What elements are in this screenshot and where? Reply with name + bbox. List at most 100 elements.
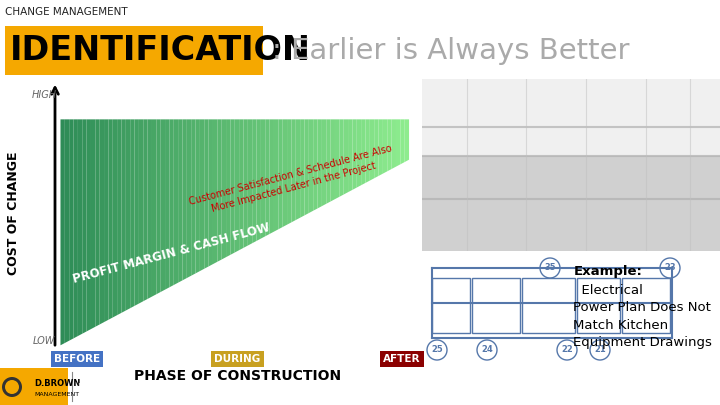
Polygon shape (65, 119, 69, 343)
Polygon shape (222, 119, 226, 260)
Polygon shape (339, 119, 343, 197)
Polygon shape (122, 119, 126, 313)
Polygon shape (213, 119, 217, 264)
Text: HIGH: HIGH (32, 90, 57, 100)
Polygon shape (309, 119, 313, 213)
Polygon shape (379, 119, 383, 176)
Polygon shape (322, 119, 326, 206)
Polygon shape (239, 119, 243, 250)
Polygon shape (148, 119, 152, 299)
Polygon shape (226, 119, 230, 257)
Polygon shape (370, 119, 374, 181)
Polygon shape (174, 119, 178, 285)
Polygon shape (152, 119, 156, 296)
Text: IDENTIFICATION: IDENTIFICATION (10, 34, 311, 68)
Polygon shape (95, 119, 99, 327)
Polygon shape (230, 119, 235, 255)
Polygon shape (60, 119, 65, 345)
Polygon shape (78, 119, 82, 336)
Text: Electrical
Power Plan Does Not
Match Kitchen
Equipment Drawings: Electrical Power Plan Does Not Match Kit… (573, 284, 712, 349)
Circle shape (5, 380, 19, 394)
Text: MANAGEMENT: MANAGEMENT (34, 392, 79, 396)
Polygon shape (396, 119, 400, 167)
FancyBboxPatch shape (5, 26, 263, 75)
Text: PHASE OF CONSTRUCTION: PHASE OF CONSTRUCTION (134, 369, 341, 383)
Polygon shape (113, 119, 117, 318)
Text: 21: 21 (594, 345, 606, 354)
Polygon shape (248, 119, 252, 245)
Polygon shape (292, 119, 296, 222)
Polygon shape (91, 119, 95, 329)
Bar (422, 156, 720, 251)
Polygon shape (374, 119, 379, 178)
Polygon shape (361, 119, 366, 185)
Polygon shape (330, 119, 335, 201)
Text: 22: 22 (561, 345, 573, 354)
Text: 25: 25 (431, 345, 443, 354)
Polygon shape (126, 119, 130, 311)
Text: 24: 24 (481, 345, 493, 354)
Polygon shape (366, 119, 370, 183)
Polygon shape (204, 119, 209, 269)
Polygon shape (383, 119, 387, 174)
Polygon shape (269, 119, 274, 234)
Polygon shape (178, 119, 182, 283)
Polygon shape (256, 119, 261, 241)
Text: COST OF CHANGE: COST OF CHANGE (6, 152, 19, 275)
Polygon shape (392, 119, 396, 169)
Polygon shape (182, 119, 186, 280)
Text: https://dbmteam.com: https://dbmteam.com (617, 382, 715, 392)
Bar (0, 368, 68, 405)
Polygon shape (279, 119, 283, 229)
Polygon shape (400, 119, 405, 164)
Polygon shape (357, 119, 361, 188)
Bar (577, 278, 620, 333)
Polygon shape (143, 119, 148, 301)
Text: D.BROWN: D.BROWN (34, 379, 81, 388)
Polygon shape (252, 119, 256, 243)
Text: Customer Satisfaction & Schedule Are Also
More Impacted Later in the Project: Customer Satisfaction & Schedule Are Als… (188, 143, 397, 220)
Polygon shape (82, 119, 86, 334)
Polygon shape (161, 119, 165, 292)
Polygon shape (352, 119, 357, 190)
Polygon shape (265, 119, 269, 236)
Text: HELPING CONTRACTORS GROW PROFITABLY.: HELPING CONTRACTORS GROW PROFITABLY. (78, 382, 276, 392)
Polygon shape (196, 119, 200, 273)
Polygon shape (335, 119, 339, 199)
Polygon shape (135, 119, 139, 306)
Polygon shape (139, 119, 143, 304)
Polygon shape (313, 119, 318, 211)
Polygon shape (73, 119, 78, 338)
Text: LOW: LOW (33, 336, 55, 346)
Polygon shape (186, 119, 192, 278)
Polygon shape (261, 119, 265, 239)
Bar (622, 278, 670, 333)
Polygon shape (287, 119, 292, 225)
Polygon shape (169, 119, 174, 287)
Polygon shape (217, 119, 222, 262)
Polygon shape (305, 119, 309, 215)
Text: PROFIT MARGIN & CASH FLOW: PROFIT MARGIN & CASH FLOW (72, 222, 271, 286)
Polygon shape (165, 119, 169, 290)
Polygon shape (86, 119, 91, 331)
Bar (472, 278, 520, 333)
Polygon shape (405, 119, 409, 162)
Polygon shape (209, 119, 213, 266)
Polygon shape (387, 119, 392, 171)
Circle shape (2, 377, 22, 397)
Bar (432, 278, 470, 333)
Polygon shape (243, 119, 248, 248)
Text: 35: 35 (544, 264, 556, 273)
Polygon shape (156, 119, 161, 294)
Text: Example:: Example: (573, 265, 642, 278)
Polygon shape (296, 119, 300, 220)
Bar (422, 79, 720, 156)
Polygon shape (130, 119, 135, 308)
Text: AFTER: AFTER (383, 354, 420, 364)
Text: 23: 23 (664, 264, 676, 273)
Polygon shape (104, 119, 109, 322)
Text: DURING: DURING (215, 354, 261, 364)
Polygon shape (192, 119, 196, 276)
Text: : Earlier is Always Better: : Earlier is Always Better (272, 37, 629, 65)
Polygon shape (283, 119, 287, 227)
